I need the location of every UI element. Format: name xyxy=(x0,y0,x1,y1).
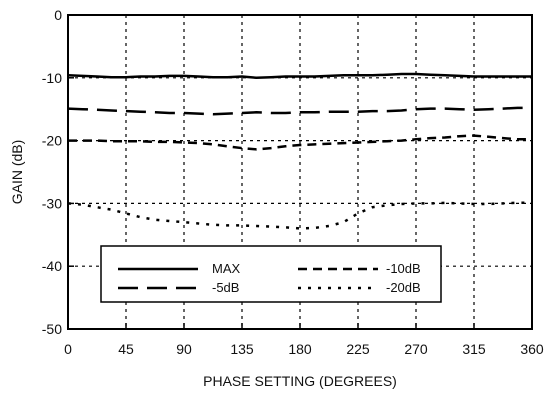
x-tick-label: 180 xyxy=(288,341,312,357)
y-tick-label: -50 xyxy=(42,321,62,337)
legend-label-minus20db: -20dB xyxy=(386,280,421,295)
legend-label-minus10db: -10dB xyxy=(386,261,421,276)
x-tick-label: 90 xyxy=(176,341,192,357)
y-tick-label: -40 xyxy=(42,258,62,274)
y-tick-label: -30 xyxy=(42,195,62,211)
y-tick-label: 0 xyxy=(54,7,62,23)
series-line-minus5db xyxy=(67,106,532,116)
y-tick-label: -10 xyxy=(42,70,62,86)
legend-box xyxy=(100,245,442,303)
x-tick-label: 315 xyxy=(462,341,486,357)
x-tick-label: 45 xyxy=(118,341,134,357)
legend-label-max: MAX xyxy=(212,261,241,276)
x-tick-label: 225 xyxy=(346,341,370,357)
series-line-minus10db xyxy=(68,134,532,151)
y-axis-label: GAIN (dB) xyxy=(9,140,25,205)
y-tick-label: -20 xyxy=(42,133,62,149)
legend: MAX -5dB -10dB -20dB xyxy=(100,245,442,303)
axis-ticks: 0 45 90 135 180 225 270 315 360 0 -10 -20 -30 -40 -50 xyxy=(42,7,544,357)
x-tick-label: 360 xyxy=(520,341,544,357)
x-axis-label: PHASE SETTING (DEGREES) xyxy=(203,373,397,389)
series-lines xyxy=(67,72,532,230)
x-tick-label: 270 xyxy=(404,341,428,357)
series-line-max xyxy=(67,72,532,80)
legend-label-minus5db: -5dB xyxy=(212,280,239,295)
x-tick-label: 0 xyxy=(64,341,72,357)
x-tick-label: 135 xyxy=(230,341,254,357)
